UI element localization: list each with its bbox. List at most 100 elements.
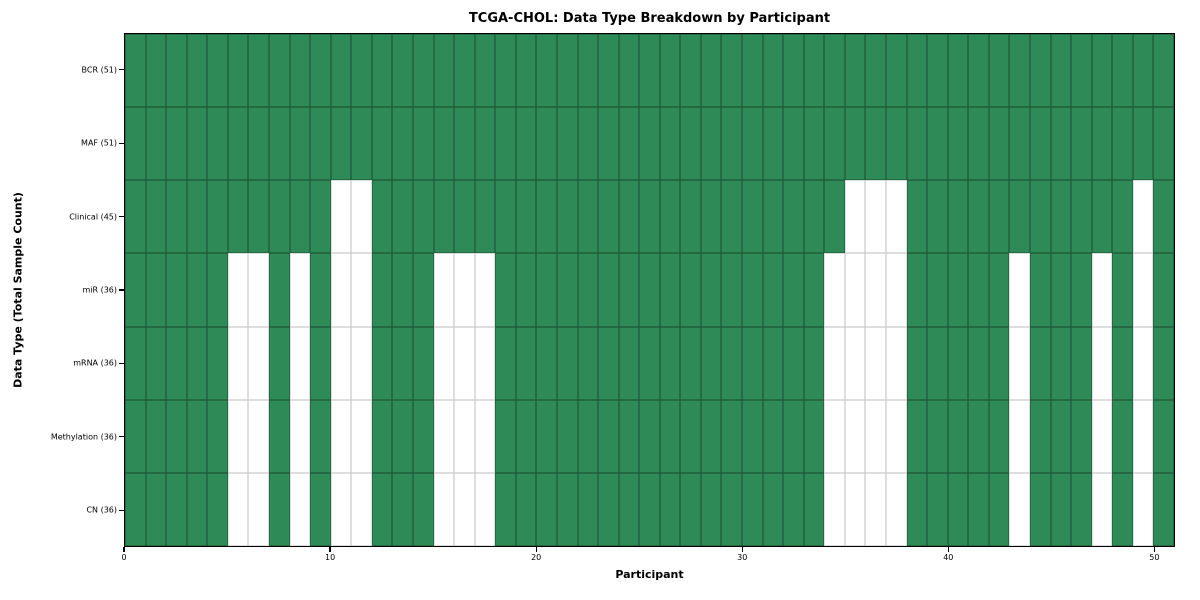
y-tick-label: mRNA (36) [73, 358, 117, 368]
heatmap-cell [824, 34, 845, 108]
heatmap-cell [371, 253, 393, 327]
heatmap-cell [310, 399, 331, 473]
x-tick-mark [947, 547, 949, 552]
heatmap-cell [721, 107, 743, 181]
heatmap-cell [145, 34, 167, 108]
heatmap-cell [556, 180, 578, 254]
heatmap-cell [1071, 472, 1092, 546]
heatmap-cell [844, 34, 866, 108]
heatmap-cell [125, 180, 146, 254]
heatmap-cell [968, 180, 989, 254]
heatmap-cell [1050, 399, 1072, 473]
heatmap-cell [783, 107, 804, 181]
heatmap-cell [145, 326, 167, 400]
heatmap-cell [824, 472, 845, 546]
heatmap-cell [412, 253, 434, 327]
heatmap-cell [639, 34, 660, 108]
heatmap-cell [659, 472, 681, 546]
heatmap-cell [186, 180, 208, 254]
heatmap-cell [556, 34, 578, 108]
heatmap-cell [515, 253, 537, 327]
heatmap-cell [289, 34, 311, 108]
heatmap-cell [1030, 34, 1051, 108]
heatmap-cell [1071, 399, 1092, 473]
heatmap-cell [927, 107, 948, 181]
heatmap-cell [125, 399, 146, 473]
heatmap-grid [125, 34, 1174, 546]
heatmap-cell [742, 326, 763, 400]
heatmap-cell [186, 107, 208, 181]
heatmap-cell [680, 180, 701, 254]
heatmap-cell [742, 180, 763, 254]
heatmap-cell [618, 107, 640, 181]
heatmap-cell [1112, 180, 1133, 254]
heatmap-cell [783, 34, 804, 108]
heatmap-cell [618, 472, 640, 546]
heatmap-cell [1091, 253, 1113, 327]
heatmap-cell [536, 399, 557, 473]
heatmap-cell [166, 180, 187, 254]
heatmap-cell [803, 399, 825, 473]
heatmap-cell [947, 34, 969, 108]
heatmap-cell [495, 34, 516, 108]
heatmap-cell [1132, 107, 1154, 181]
heatmap-cell [186, 253, 208, 327]
heatmap-cell [556, 326, 578, 400]
heatmap-cell [1132, 326, 1154, 400]
heatmap-cell [639, 326, 660, 400]
heatmap-cell [515, 326, 537, 400]
heatmap-cell [268, 253, 290, 327]
heatmap-cell [454, 107, 475, 181]
heatmap-cell [1112, 399, 1133, 473]
heatmap-cell [906, 180, 928, 254]
heatmap-cell [639, 399, 660, 473]
y-tick-mark [119, 509, 124, 511]
y-tick-label: Clinical (45) [69, 212, 117, 222]
heatmap-cell [495, 107, 516, 181]
heatmap-cell [125, 253, 146, 327]
y-tick-mark [119, 69, 124, 71]
heatmap-cell [556, 399, 578, 473]
heatmap-cell [412, 472, 434, 546]
heatmap-cell [1071, 253, 1092, 327]
heatmap-cell [536, 253, 557, 327]
heatmap-cell [844, 399, 866, 473]
heatmap-cell [330, 34, 352, 108]
heatmap-cell [824, 180, 845, 254]
heatmap-cell [1009, 253, 1031, 327]
heatmap-cell [1050, 253, 1072, 327]
heatmap-cell [1071, 34, 1092, 108]
heatmap-cell [1030, 180, 1051, 254]
heatmap-cell [762, 326, 784, 400]
y-tick-mark [119, 142, 124, 144]
heatmap-cell [927, 253, 948, 327]
heatmap-cell [577, 326, 599, 400]
heatmap-cell [474, 472, 496, 546]
heatmap-cell [721, 34, 743, 108]
heatmap-cell [927, 472, 948, 546]
heatmap-cell [392, 399, 413, 473]
heatmap-cell [700, 399, 722, 473]
heatmap-cell [145, 180, 167, 254]
heatmap-cell [886, 34, 907, 108]
heatmap-cell [783, 180, 804, 254]
heatmap-cell [927, 326, 948, 400]
heatmap-cell [392, 107, 413, 181]
heatmap-cell [906, 253, 928, 327]
heatmap-cell [1009, 399, 1031, 473]
heatmap-cell [207, 253, 228, 327]
heatmap-cell [988, 107, 1010, 181]
heatmap-cell [968, 326, 989, 400]
heatmap-cell [145, 472, 167, 546]
heatmap-cell [1153, 107, 1174, 181]
heatmap-cell [906, 34, 928, 108]
heatmap-cell [824, 253, 845, 327]
heatmap-cell [371, 107, 393, 181]
heatmap-cell [762, 399, 784, 473]
heatmap-cell [618, 399, 640, 473]
heatmap-cell [227, 472, 249, 546]
heatmap-cell [371, 180, 393, 254]
heatmap-cell [803, 107, 825, 181]
x-tick-label: 40 [943, 553, 954, 562]
heatmap-cell [803, 34, 825, 108]
